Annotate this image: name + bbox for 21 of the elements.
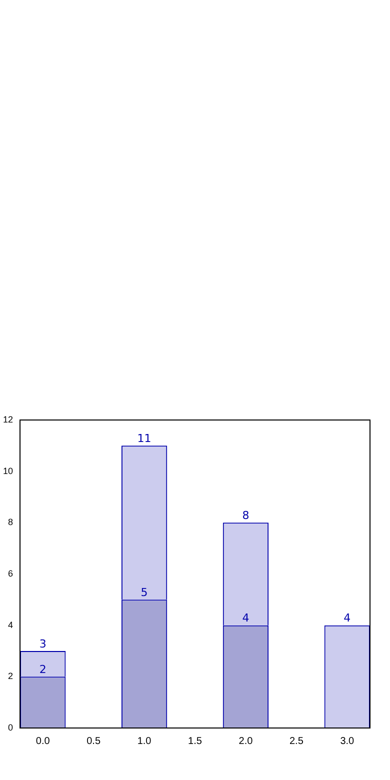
x-tick-label: 2.5 [290, 736, 304, 747]
total-label: 11 [137, 432, 152, 446]
x-tick-label: 3.0 [340, 736, 355, 747]
total-label: 8 [242, 509, 250, 522]
data-label: 5 [140, 586, 148, 600]
y-tick-label: 10 [2, 466, 14, 476]
y-tick-label: 6 [8, 568, 14, 578]
x-tick-label: 0.5 [86, 736, 101, 747]
y-tick-label: 2 [8, 671, 14, 682]
y-tick-label: 4 [8, 620, 14, 630]
y-tick-label: 12 [2, 414, 14, 424]
total-label: 3 [39, 637, 46, 650]
data-label: 4 [242, 612, 250, 625]
y-tick-label: 8 [8, 517, 14, 528]
x-tick-label: 0.0 [36, 736, 50, 747]
x-tick-label: 1.5 [188, 736, 202, 747]
data-label: 2 [39, 663, 46, 676]
x-tick-label: 1.0 [137, 736, 152, 747]
y-tick-label: 0 [8, 722, 14, 732]
total-label: 4 [344, 612, 351, 625]
x-tick-label: 2.0 [238, 736, 254, 747]
